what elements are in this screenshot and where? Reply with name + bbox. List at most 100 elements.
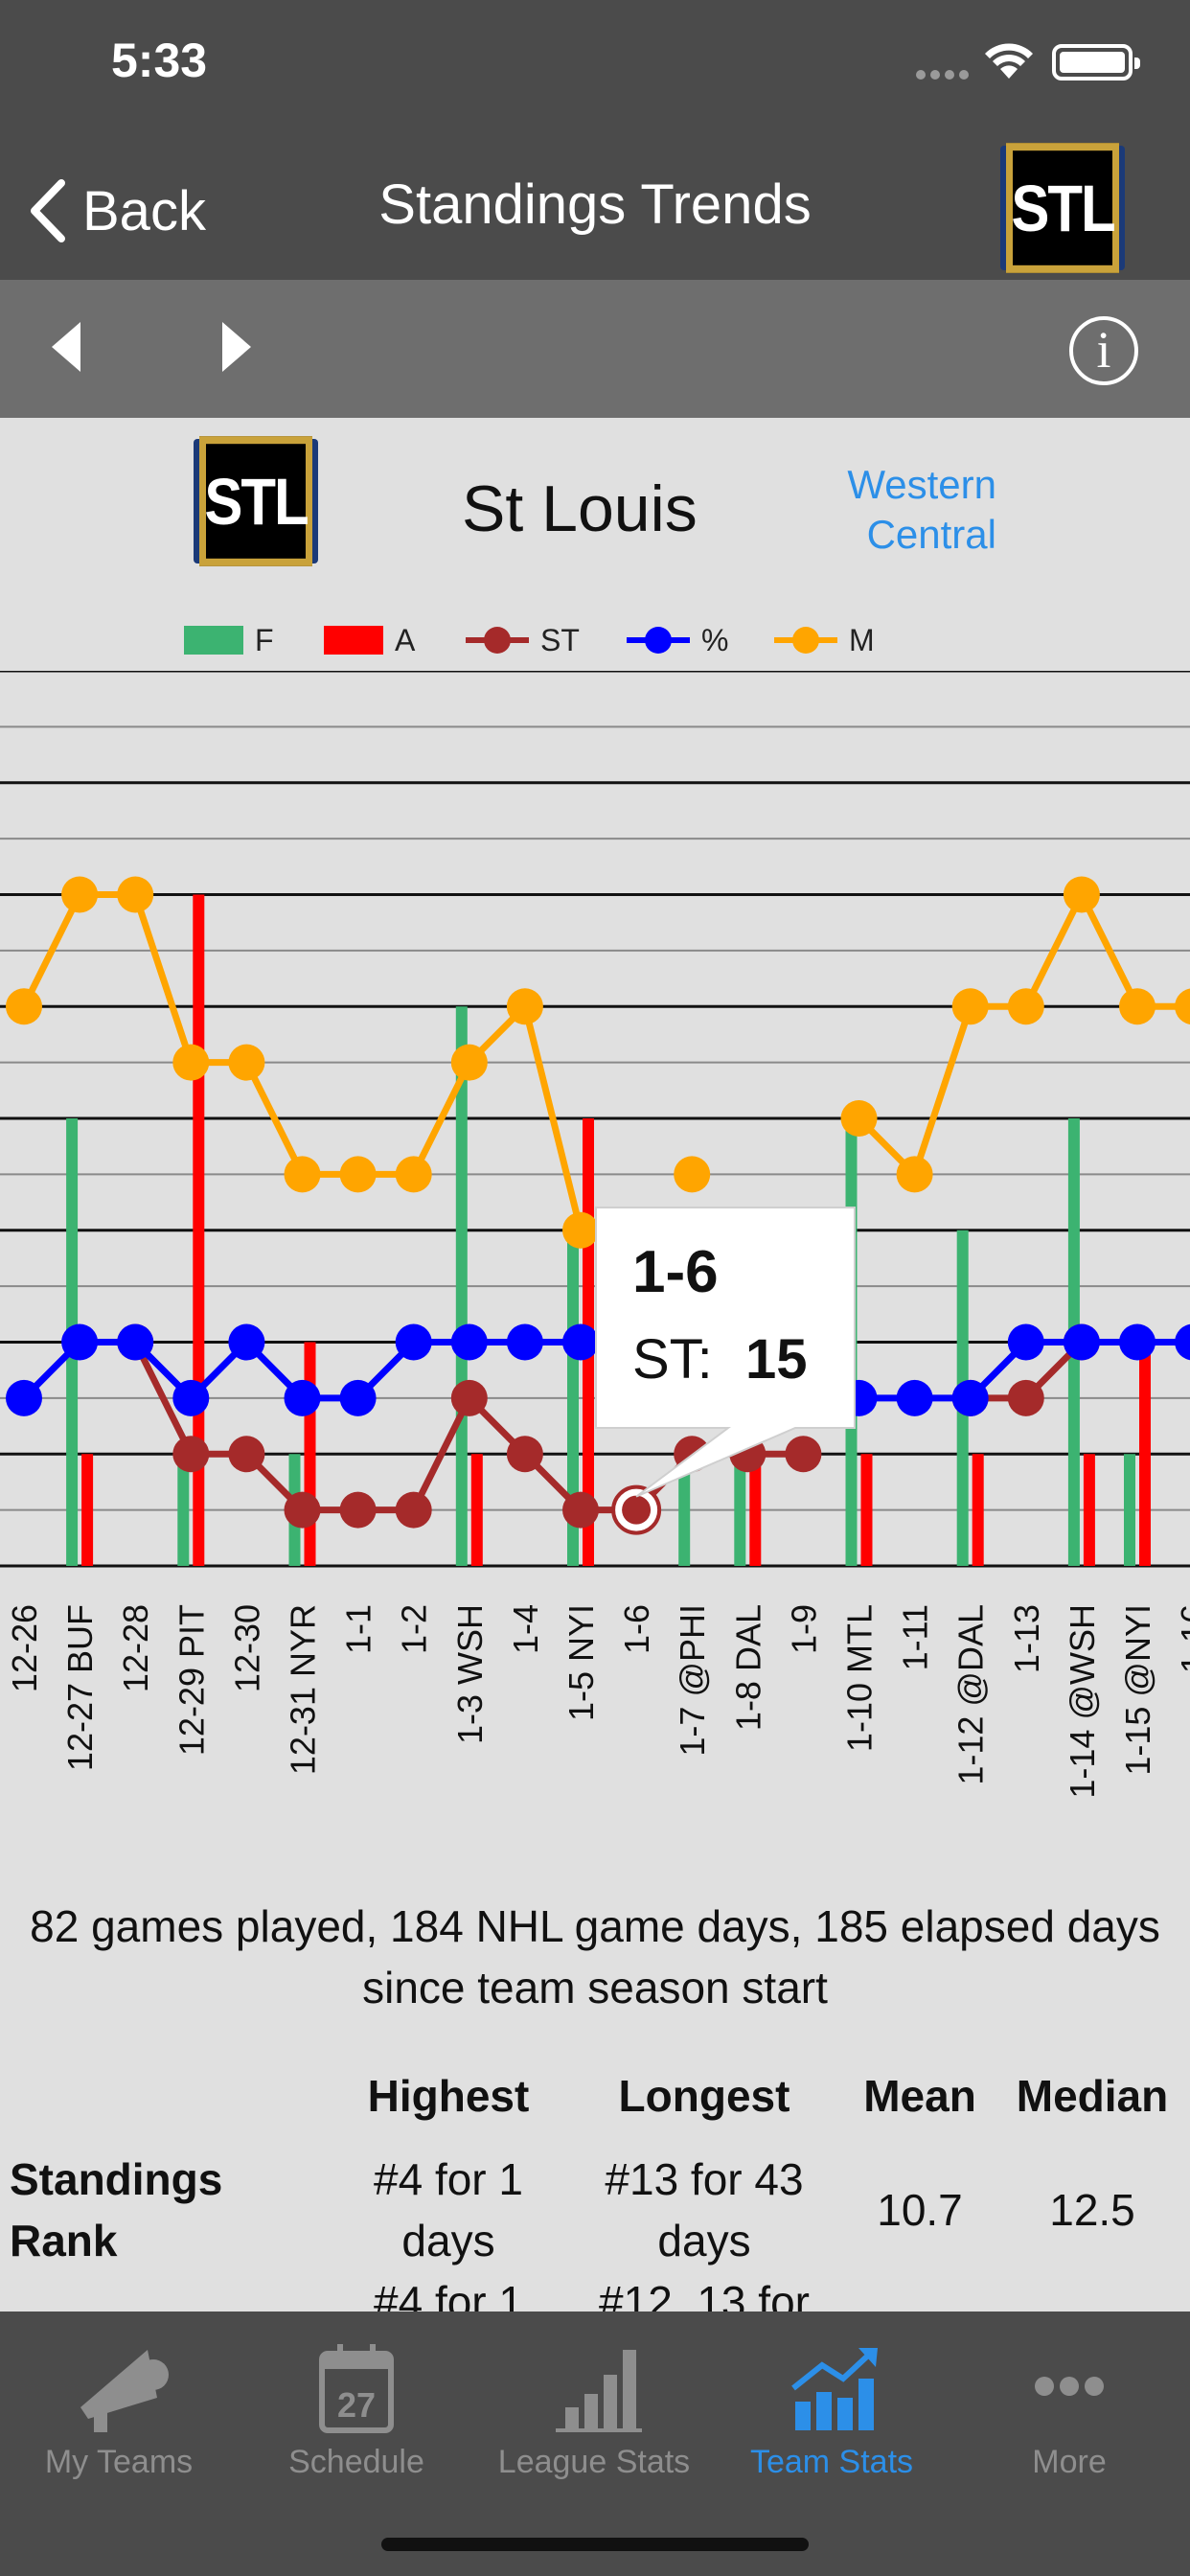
series-point-m (674, 1156, 711, 1193)
team-header: STL St Louis Western Central (0, 418, 1190, 600)
bar-a (304, 1342, 316, 1566)
series-point-st (172, 1436, 210, 1473)
legend-label: M (849, 622, 875, 657)
cell-longest: #13 for 43 days (605, 2154, 804, 2266)
x-tick-label: 1-6 (617, 1604, 656, 1654)
x-tick-label: 1-8 DAL (728, 1604, 767, 1731)
x-tick-label: 12-30 (227, 1604, 266, 1692)
tab-league-stats[interactable]: League Stats (475, 2331, 713, 2503)
tab-team-stats[interactable]: Team Stats (713, 2331, 950, 2503)
series-point-m (284, 1156, 321, 1193)
calendar-icon: 27 (319, 2344, 394, 2433)
series-point-m (896, 1156, 933, 1193)
legend-label: F (255, 622, 274, 657)
tab-label: More (1032, 2444, 1107, 2480)
toolbar (0, 280, 1190, 418)
x-tick-label: 1-5 NYI (561, 1604, 601, 1721)
series-point-pct (450, 1323, 488, 1361)
tab-my-teams[interactable]: My Teams (0, 2331, 238, 2503)
legend-item-st[interactable]: ST (466, 623, 580, 657)
team-logo-button[interactable]: STL (1000, 143, 1125, 273)
legend-item-f[interactable]: F (184, 623, 274, 657)
x-tick-label: 1-16 (1174, 1604, 1190, 1673)
series-point-m (840, 1100, 878, 1137)
series-point-m (1119, 988, 1156, 1025)
tooltip-box (595, 1207, 856, 1498)
x-tick-label: 1-13 (1007, 1604, 1046, 1673)
division-line-1: Western (847, 462, 996, 507)
series-point-st (450, 1379, 488, 1416)
tab-label: League Stats (497, 2444, 691, 2480)
cellular-signal-icon (916, 67, 973, 80)
legend-item-m[interactable]: M (774, 623, 875, 657)
legend-swatch (324, 626, 383, 655)
bar-f (678, 1454, 691, 1566)
info-button[interactable]: i (1069, 316, 1138, 385)
tab-schedule[interactable]: 27 Schedule (238, 2331, 475, 2503)
x-tick-label: 1-3 WSH (450, 1604, 490, 1744)
x-tick-label: 12-26 (5, 1604, 44, 1692)
x-tick-label: 1-15 @NYI (1118, 1604, 1157, 1776)
series-point-m (172, 1044, 210, 1081)
series-point-pct (1119, 1323, 1156, 1361)
series-point-m (1175, 988, 1190, 1024)
team-logo: STL (194, 436, 318, 566)
x-tick-label: 12-29 PIT (172, 1604, 211, 1756)
series-point-m (1007, 988, 1044, 1025)
tooltip-value: 15 (745, 1328, 808, 1391)
x-tick-label: 1-2 (395, 1604, 434, 1654)
bar-f (567, 1230, 579, 1566)
series-point-m (506, 988, 543, 1025)
x-tick-label: 1-10 MTL (840, 1604, 880, 1752)
previous-arrow-icon[interactable] (48, 320, 86, 374)
team-name: St Louis (462, 472, 698, 545)
status-time: 5:33 (111, 34, 208, 87)
tab-more[interactable]: More (950, 2331, 1188, 2503)
x-tick-label: 1-11 (896, 1604, 935, 1670)
x-tick-label: 1-9 (784, 1604, 823, 1654)
column-header-highest: Highest (367, 2071, 530, 2121)
legend-item-percent[interactable]: % (627, 623, 728, 657)
row-label-standings-rank: Standings Rank (10, 2154, 223, 2266)
cell-mean: 10.7 (877, 2185, 963, 2235)
wifi-icon (985, 43, 1033, 79)
legend-swatch (627, 627, 690, 654)
series-point-pct (284, 1379, 321, 1416)
series-point-m (228, 1044, 265, 1081)
home-indicator (381, 2538, 809, 2551)
series-point-pct (951, 1379, 989, 1416)
series-point-st (228, 1436, 265, 1473)
legend-label: ST (540, 622, 580, 657)
legend-swatch (184, 626, 243, 655)
back-button[interactable]: Back (27, 172, 206, 249)
back-label: Back (82, 179, 206, 242)
series-point-pct (6, 1379, 42, 1416)
team-logo-text: STL (199, 436, 312, 566)
navigation-bar: Back Standings Trends STL (0, 134, 1190, 280)
next-arrow-icon[interactable] (217, 320, 255, 374)
tab-label: Team Stats (749, 2444, 914, 2480)
series-point-m (951, 988, 989, 1025)
x-tick-label: 1-7 @PHI (673, 1604, 712, 1757)
series-point-st (339, 1491, 377, 1529)
x-tick-label: 1-1 (339, 1604, 378, 1654)
division-link[interactable]: Western Central (824, 460, 996, 560)
chart-legend: F A ST % M (0, 613, 1190, 667)
series-point-m (450, 1044, 488, 1081)
x-tick-label: 1-12 @DAL (951, 1604, 991, 1785)
x-tick-label: 12-28 (116, 1604, 155, 1692)
legend-item-a[interactable]: A (324, 623, 415, 657)
tooltip-title: 1-6 (632, 1239, 719, 1305)
series-point-st (395, 1491, 432, 1529)
series-point-m (395, 1156, 432, 1193)
tooltip-anchor-dot (622, 1495, 652, 1525)
legend-label: % (701, 622, 729, 657)
series-point-st (506, 1436, 543, 1473)
series-point-pct (1175, 1323, 1190, 1361)
bar-a (1083, 1454, 1095, 1566)
series-point-pct (562, 1323, 599, 1361)
tab-bar: My Teams 27 Schedule League Stats (0, 2312, 1190, 2576)
series-point-st (562, 1491, 599, 1529)
standings-trend-chart[interactable]: 12-26 12-27 BUF 12-28 12-29 PIT 12-30 12-31 N… (0, 671, 1190, 1859)
battery-icon (1052, 44, 1140, 80)
